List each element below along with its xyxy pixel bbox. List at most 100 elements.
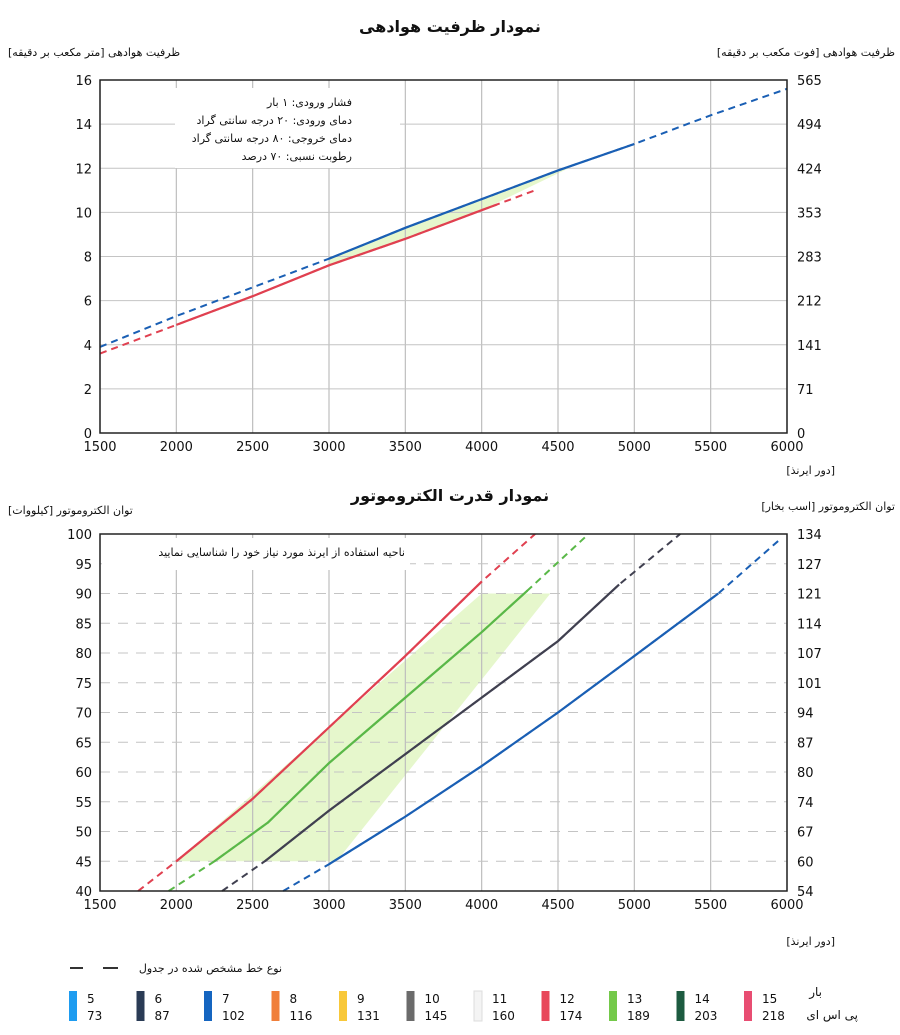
chart1-highlight-region xyxy=(329,164,574,266)
chart1-title: نمودار ظرفیت هوادهی xyxy=(359,17,541,36)
chart2-ylabel-left: توان الکتروموتور [کیلووات] xyxy=(8,504,133,517)
y-tick-label-right: 127 xyxy=(797,558,822,573)
y-tick-label-right: 424 xyxy=(797,162,822,177)
y-tick-label-left: 85 xyxy=(75,617,92,632)
y-tick-label-left: 90 xyxy=(75,588,92,603)
x-tick-label: 3500 xyxy=(389,898,422,913)
x-tick-label: 6000 xyxy=(770,898,803,913)
chart2-frame xyxy=(99,533,788,892)
y-tick-label-left: 8 xyxy=(84,251,92,266)
y-tick-label-left: 6 xyxy=(84,295,92,310)
chart1-ylabel-left: ظرفیت هوادهی [متر مکعب بر دقیقه] xyxy=(8,46,180,59)
x-tick-label: 5000 xyxy=(618,440,651,455)
x-tick-label: 2000 xyxy=(160,898,193,913)
legend-swatch xyxy=(473,990,483,1022)
x-tick-label: 6000 xyxy=(770,440,803,455)
legend-psi-value: 131 xyxy=(357,1009,380,1023)
chart1-y-ticks-left: 0 2 4 6 8 10 12 14 16 xyxy=(75,74,92,442)
x-tick-label: 2000 xyxy=(160,440,193,455)
chart2-x-ticks: 1500 2000 2500 3000 3500 4000 4500 5000 5500 6000 xyxy=(83,898,803,913)
legend-bar-value: 12 xyxy=(560,992,575,1006)
legend-bar-value: 11 xyxy=(492,992,507,1006)
chart1-frame xyxy=(99,79,788,434)
y-tick-label-left: 16 xyxy=(75,74,92,89)
x-tick-label: 4000 xyxy=(465,440,498,455)
y-tick-label-left: 4 xyxy=(84,339,92,354)
series-1-solid xyxy=(175,203,498,326)
chart2-y-ticks-left: 40 45 50 55 60 65 70 75 80 85 90 95 100 xyxy=(67,528,92,900)
y-tick-label-left: 10 xyxy=(75,206,92,221)
plot-frame xyxy=(99,79,788,434)
chart2-annotation-bg xyxy=(102,538,410,570)
x-tick-label: 5500 xyxy=(694,440,727,455)
y-tick-label-right: 54 xyxy=(797,885,814,900)
legend-swatch xyxy=(676,991,685,1021)
y-tick-label-right: 74 xyxy=(797,796,814,811)
y-tick-label-left: 2 xyxy=(84,383,92,398)
air-capacity-chart: نمودار ظرفیت هوادهی ظرفیت هوادهی [متر مک… xyxy=(8,17,895,477)
annotation-line: فشار ورودی: ۱ بار xyxy=(266,96,352,109)
y-tick-label-right: 71 xyxy=(797,383,814,398)
y-tick-label-left: 80 xyxy=(75,647,92,662)
legend-swatch xyxy=(541,991,550,1021)
legend-swatch xyxy=(406,991,415,1021)
x-tick-label: 3000 xyxy=(312,440,345,455)
legend-psi-value: 189 xyxy=(627,1009,650,1023)
y-tick-label-left: 70 xyxy=(75,707,92,722)
legend-psi-value: 218 xyxy=(762,1009,785,1023)
legend-swatch xyxy=(69,991,77,1021)
series-0-solid xyxy=(328,142,635,260)
legend: نوع خط مشخص شده در جدول بار پی اس ای 5 73… xyxy=(69,962,858,1023)
legend-row1-label: بار xyxy=(808,985,822,1000)
chart2-highlight-region xyxy=(173,593,719,862)
y-tick-label-left: 45 xyxy=(75,855,92,870)
legend-swatch xyxy=(271,991,280,1021)
y-tick-label-right: 283 xyxy=(797,251,822,266)
chart1-ylabel-right: ظرفیت هوادهی [فوت مکعب بر دقیقه] xyxy=(717,46,895,59)
y-tick-label-left: 40 xyxy=(75,885,92,900)
y-tick-label-right: 121 xyxy=(797,588,822,603)
series-1-solid xyxy=(213,589,529,863)
legend-psi-value: 145 xyxy=(425,1009,448,1023)
legend-bar-value: 8 xyxy=(290,992,298,1006)
series-3-solid xyxy=(328,592,719,866)
chart2-xlabel: [دور ایرنذ] xyxy=(786,935,835,948)
y-tick-label-right: 114 xyxy=(797,617,822,632)
y-tick-label-left: 0 xyxy=(84,427,92,442)
y-tick-label-left: 12 xyxy=(75,162,92,177)
legend-psi-value: 116 xyxy=(290,1009,313,1023)
chart1-series xyxy=(99,87,788,355)
legend-swatch xyxy=(744,991,752,1021)
chart1-x-ticks: 1500 2000 2500 3000 3500 4000 4500 5000 5500 6000 xyxy=(83,440,803,455)
chart1-xlabel: [دور ایرنذ] xyxy=(786,464,835,477)
annotation-line: دمای ورودی: ۲۰ درجه سانتی گراد xyxy=(196,114,352,127)
series-0-solid xyxy=(175,580,483,863)
chart1-annotation-bg xyxy=(175,88,400,168)
y-tick-label-left: 75 xyxy=(75,677,92,692)
legend-psi-value: 73 xyxy=(87,1009,102,1023)
chart2-grid xyxy=(99,533,788,892)
legend-bar-value: 13 xyxy=(627,992,642,1006)
y-tick-label-right: 107 xyxy=(797,647,822,662)
legend-line-note: نوع خط مشخص شده در جدول xyxy=(139,962,282,975)
y-tick-label-right: 87 xyxy=(797,736,814,751)
y-tick-label-right: 94 xyxy=(797,707,814,722)
y-tick-label-right: 67 xyxy=(797,826,814,841)
y-tick-label-right: 80 xyxy=(797,766,814,781)
x-tick-label: 1500 xyxy=(83,898,116,913)
chart1-annotation: فشار ورودی: ۱ بار دمای ورودی: ۲۰ درجه سان… xyxy=(192,96,352,163)
highlight-band xyxy=(173,593,719,862)
legend-bar-value: 15 xyxy=(762,992,777,1006)
chart2-ylabel-right: توان الکتروموتور [اسب بخار] xyxy=(761,500,895,513)
y-tick-label-right: 134 xyxy=(797,528,822,543)
legend-psi-value: 174 xyxy=(560,1009,583,1023)
legend-bar-value: 14 xyxy=(695,992,710,1006)
chart2-series xyxy=(137,533,781,892)
y-tick-label-right: 565 xyxy=(797,74,822,89)
x-tick-label: 4000 xyxy=(465,898,498,913)
x-tick-label: 3500 xyxy=(389,440,422,455)
y-tick-label-left: 60 xyxy=(75,766,92,781)
plot-frame xyxy=(99,533,788,892)
legend-psi-value: 102 xyxy=(222,1009,245,1023)
